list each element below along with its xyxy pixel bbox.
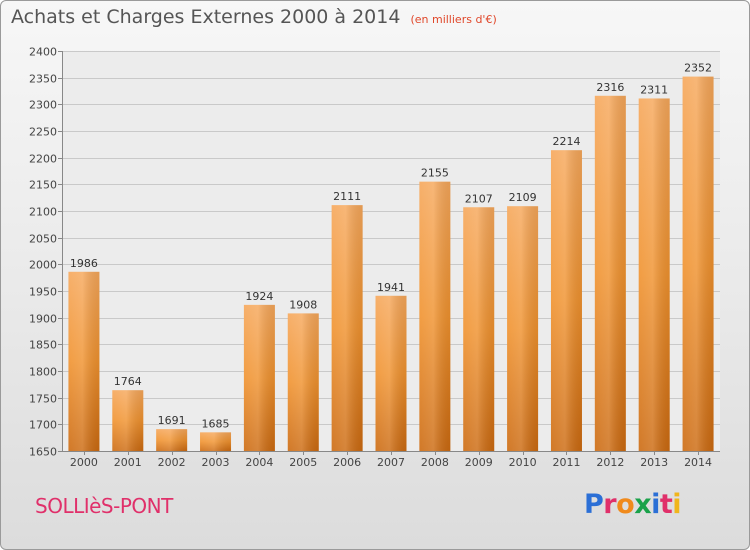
axes (58, 51, 720, 455)
logo-letter: t (659, 489, 673, 520)
data-label: 1764 (114, 375, 142, 388)
bar-shine (507, 206, 539, 451)
y-tick-label: 2400 (29, 46, 57, 59)
data-label: 2214 (552, 135, 580, 148)
data-label: 2155 (421, 167, 449, 180)
bar-shine (156, 429, 188, 451)
y-tick-label: 1700 (29, 419, 57, 432)
x-tick-label: 2003 (202, 456, 230, 469)
logo-letter: o (616, 489, 635, 520)
data-label: 1986 (70, 257, 98, 270)
bar-shine (200, 432, 232, 451)
data-label: 1908 (289, 298, 317, 311)
logo-letter: P (584, 489, 604, 520)
logo-letter: x (634, 489, 652, 520)
data-label: 1685 (202, 417, 230, 430)
y-tick-label: 2000 (29, 259, 57, 272)
y-tick-label: 2350 (29, 73, 57, 86)
bar-shine (419, 181, 451, 451)
data-label: 2107 (465, 192, 493, 205)
x-tick-label: 2006 (333, 456, 361, 469)
proxiti-logo: Proxiti (584, 489, 682, 520)
bars (68, 76, 714, 452)
bar-shine (287, 313, 319, 451)
data-label: 2109 (509, 191, 537, 204)
x-tick-label: 2001 (114, 456, 142, 469)
x-tick-label: 2010 (509, 456, 537, 469)
bar-shine (638, 98, 670, 451)
y-tick-label: 1750 (29, 393, 57, 406)
x-tick-label: 2004 (245, 456, 273, 469)
data-label: 2316 (596, 81, 624, 94)
chart-title: Achats et Charges Externes 2000 à 2014 (11, 6, 401, 28)
y-tick-label: 2250 (29, 126, 57, 139)
chart-subtitle: (en milliers d'€) (410, 13, 497, 26)
labels: 1650 1700 1750 1800 1850 1900 1950 2000 2050 2100… (29, 46, 712, 470)
x-tick-label: 2011 (552, 456, 580, 469)
data-label: 1941 (377, 281, 405, 294)
x-tick-label: 2002 (158, 456, 186, 469)
y-tick-label: 1800 (29, 366, 57, 379)
y-tick-label: 2100 (29, 206, 57, 219)
logo-letter: i (672, 489, 682, 520)
x-tick-label: 2012 (596, 456, 624, 469)
x-tick-label: 2007 (377, 456, 405, 469)
bar-shine (375, 295, 407, 451)
y-tick-label: 2300 (29, 99, 57, 112)
bar-shine (682, 76, 714, 451)
data-label: 1691 (158, 414, 186, 427)
x-tick-label: 2013 (640, 456, 668, 469)
data-label: 2352 (684, 62, 712, 75)
x-tick-label: 2005 (289, 456, 317, 469)
commune-name: SOLLIèS-PONT (35, 494, 173, 518)
y-tick-label: 2150 (29, 179, 57, 192)
bar-shine (594, 95, 626, 452)
y-tick-label: 2200 (29, 153, 57, 166)
y-tick-label: 1950 (29, 286, 57, 299)
y-tick-label: 1900 (29, 313, 57, 326)
data-label: 2111 (333, 190, 361, 203)
data-label: 2311 (640, 83, 668, 96)
x-tick-label: 2014 (684, 456, 712, 469)
x-tick-label: 2008 (421, 456, 449, 469)
bar-shine (331, 205, 363, 451)
data-label: 1924 (245, 290, 273, 303)
bar-shine (112, 390, 144, 451)
y-tick-label: 1850 (29, 339, 57, 352)
bar-shine (68, 271, 100, 451)
y-tick-label: 2050 (29, 233, 57, 246)
bar-shine (463, 207, 495, 451)
y-tick-label: 1650 (29, 446, 57, 459)
bar-shine (550, 150, 582, 451)
x-tick-label: 2000 (70, 456, 98, 469)
bar-shine (243, 304, 275, 451)
logo-letter: i (651, 489, 660, 520)
logo-letter: r (603, 489, 617, 520)
x-tick-label: 2009 (465, 456, 493, 469)
chart-header: Achats et Charges Externes 2000 à 2014 (… (11, 6, 497, 28)
